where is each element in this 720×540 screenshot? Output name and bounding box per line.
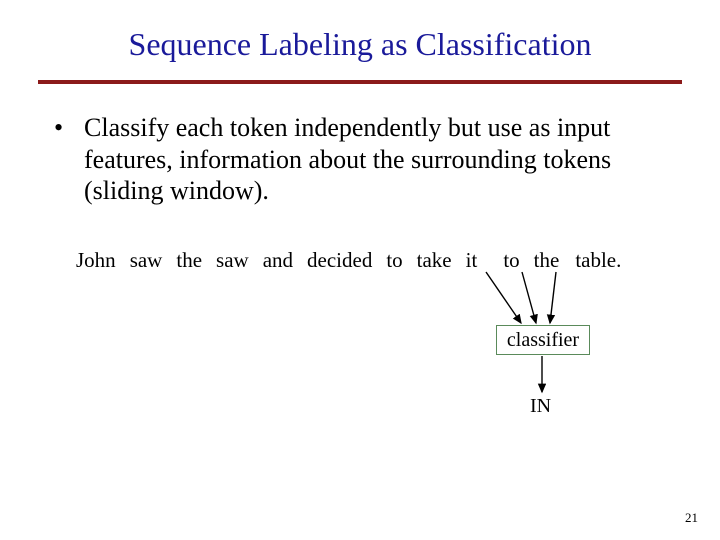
token: the <box>534 248 560 273</box>
token: decided <box>307 248 372 273</box>
token: to <box>386 248 402 273</box>
token: saw <box>216 248 249 273</box>
token: the <box>176 248 202 273</box>
slide: Sequence Labeling as Classification • Cl… <box>0 0 720 540</box>
token: saw <box>130 248 163 273</box>
pos-tag-output: IN <box>530 395 551 418</box>
bullet-marker: • <box>54 112 63 144</box>
title-underline <box>38 80 682 84</box>
example-sentence: Johnsawthesawanddecidedtotakeittothetabl… <box>76 248 621 273</box>
bullet-text: Classify each token independently but us… <box>84 112 646 207</box>
token: and <box>263 248 293 273</box>
token: it <box>466 248 478 273</box>
bullet-item: • Classify each token independently but … <box>54 112 646 207</box>
token: table. <box>575 248 621 273</box>
page-number: 21 <box>685 510 698 526</box>
classifier-box: classifier <box>496 325 590 355</box>
slide-title: Sequence Labeling as Classification <box>0 26 720 63</box>
token: John <box>76 248 116 273</box>
token: to <box>503 248 519 273</box>
token: take <box>417 248 452 273</box>
